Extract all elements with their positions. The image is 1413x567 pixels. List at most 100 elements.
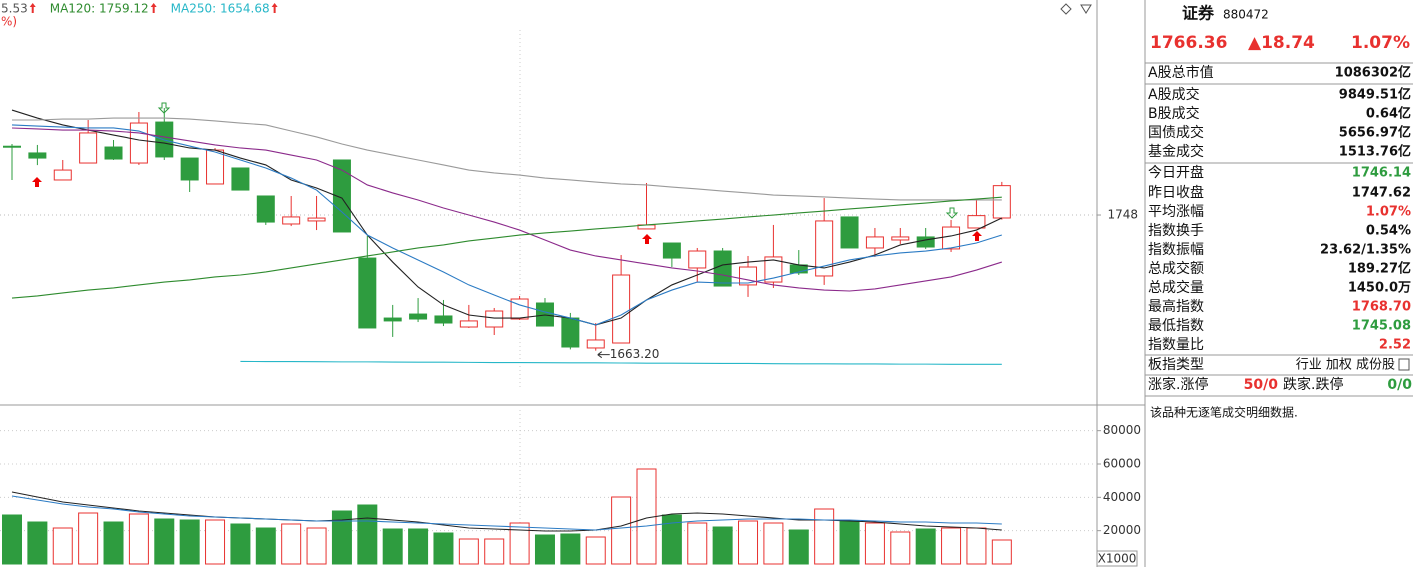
volume-bar [331,510,352,565]
y-tick-label: 80000 [1103,423,1141,437]
volume-bar [966,527,987,565]
volume-bar [433,532,454,565]
volume-bar [27,521,48,565]
ma-line [11,124,1002,326]
candle-body [992,185,1011,219]
row-label: 板指类型 [1148,357,1204,373]
candle-body [129,122,148,164]
row-label: 最低指数 [1148,318,1204,334]
buy-signal [642,234,652,244]
candle-body [865,236,884,249]
candle-body [586,339,605,349]
icon-diamond[interactable] [1060,3,1072,15]
volume-bar [382,528,403,565]
candle-body [967,215,986,229]
ma-line [11,127,1002,292]
volume-bar [230,523,251,565]
candle-body [358,257,377,329]
volume-bar [458,538,479,565]
ma-line [11,495,1002,531]
icon-triangle[interactable] [1080,4,1092,14]
row-value: 5656.97亿 [1339,125,1411,141]
y-tick-label: 20000 [1103,523,1141,537]
row-value: 1086302亿 [1335,65,1411,81]
unit-label: X1000 [1098,552,1137,566]
panel-code: 880472 [1223,8,1269,22]
row-label: 今日开盘 [1148,164,1204,181]
candle-body [180,157,199,181]
price: 1766.36 [1150,33,1227,53]
row-value: 1768.70 [1352,300,1411,315]
legend-entry: 5.53 [1,2,28,16]
candle-body [764,256,783,283]
volume-bar [890,531,911,565]
down-value: 0/0 [1387,377,1412,393]
candle-body [840,216,859,249]
volume-bar [687,522,708,565]
candle-body [231,167,250,191]
volume-bar [205,519,226,565]
row-value: 189.27亿 [1348,261,1411,277]
volume-bar [78,512,99,565]
ma-line [240,360,1002,365]
candle-body [942,226,961,250]
volume-bar [357,504,378,565]
legend-entry: MA250: 1654.68 [171,2,270,16]
volume-bar [52,527,73,565]
panel-title: 证券 [1182,4,1215,23]
y-tick-label: 1748 [1107,208,1138,222]
up-value: 50/0 [1244,377,1279,393]
volume-bar [611,496,632,565]
row-value: 1747.62 [1352,186,1411,201]
row-value: 0.54% [1366,224,1411,239]
volume-bar [864,522,885,565]
volume-bar [738,520,759,565]
row-value: 2.52 [1379,338,1411,353]
up-label: 涨家.涨停 [1148,376,1208,393]
volume-bar [306,527,327,565]
row-value: 1746.14 [1352,166,1411,181]
row-label: 国债成交 [1148,124,1204,141]
candle-body [53,169,72,181]
candle-body [256,195,275,223]
note: 该品种无逐笔成交明细数据. [1150,405,1298,420]
volume-bar [763,522,784,565]
row-value: 1745.08 [1352,319,1411,334]
volume-bar [509,522,530,565]
row-value: 9849.51亿 [1339,87,1411,103]
candle-body [561,317,580,348]
candle-body [3,145,21,148]
ma-line [12,117,1002,201]
row-value: 1.07% [1366,205,1411,220]
volume-bar [154,518,175,565]
y-tick-label: 40000 [1103,490,1141,504]
down-label: 跌家.跌停 [1283,376,1343,393]
ma-line [11,109,1003,326]
buy-signal [972,231,982,241]
legend-entry: MA120: 1759.12 [50,2,149,16]
row-value: 1513.76亿 [1339,144,1411,160]
candle-body [332,159,351,233]
candle-body [688,250,707,269]
type-value[interactable]: 行业 加权 成份股 [1296,357,1395,373]
change: ▲18.74 [1248,33,1315,53]
low-arrow [597,351,610,359]
unit-box [1096,550,1138,567]
volume-bar [839,520,860,565]
row-value: 0.64亿 [1366,106,1411,122]
candle-body [282,216,301,225]
row-label: 基金成交 [1148,143,1204,160]
legend-arrow [271,3,278,13]
row-label: 平均涨幅 [1148,204,1204,220]
row-label: 指数换手 [1148,222,1204,239]
row-label: A股总市值 [1148,64,1214,81]
volume-bar [712,526,733,565]
type-icon[interactable] [1398,358,1410,371]
row-label: 昨日收盘 [1148,184,1204,201]
candle-body [510,298,529,320]
legend-arrow [150,3,157,13]
row-label: B股成交 [1148,105,1200,122]
volume-bar [103,521,124,565]
candle-body [206,149,225,185]
